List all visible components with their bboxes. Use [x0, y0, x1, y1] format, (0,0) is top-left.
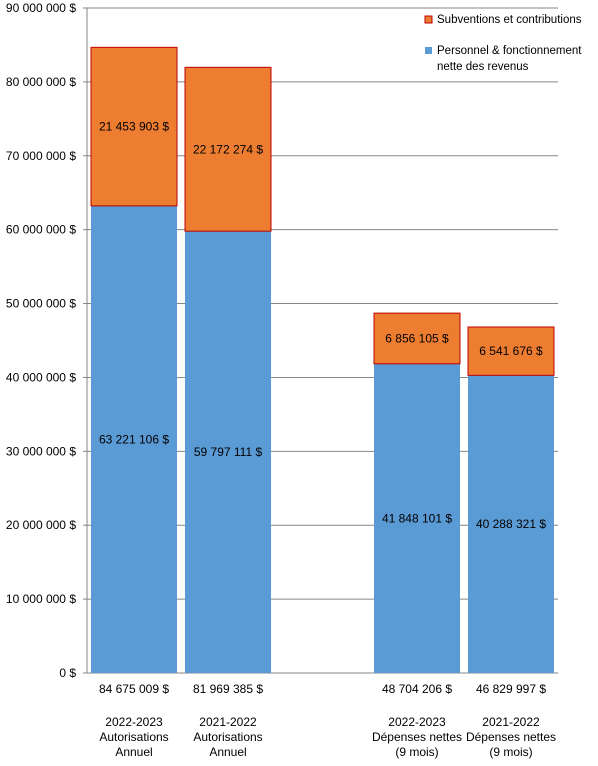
y-tick-label: 90 000 000 $ [6, 1, 76, 15]
legend-swatch [424, 15, 433, 24]
y-tick-label: 80 000 000 $ [6, 75, 76, 89]
category-label: (9 mois) [395, 745, 438, 759]
data-label-subventions: 22 172 274 $ [193, 142, 263, 156]
legend-label: Personnel & fonctionnement [437, 45, 582, 57]
category-label: Autorisations [99, 730, 168, 744]
category-label: Autorisations [193, 730, 262, 744]
y-tick-label: 60 000 000 $ [6, 223, 76, 237]
y-tick-label: 10 000 000 $ [6, 592, 76, 606]
total-label: 81 969 385 $ [193, 682, 263, 696]
bar-segment-personnel [91, 205, 177, 673]
total-label: 48 704 206 $ [382, 682, 452, 696]
category-label: 2022-2023 [388, 715, 446, 729]
category-label: Annuel [115, 745, 152, 759]
legend-swatch [425, 47, 432, 54]
bar-segment-subventions [467, 326, 555, 376]
bar-segment-personnel [374, 363, 460, 673]
category-label: 2022-2023 [105, 715, 163, 729]
bar-segment-subventions [90, 46, 178, 207]
y-tick-label: 70 000 000 $ [6, 149, 76, 163]
category-label: Annuel [209, 745, 246, 759]
data-label-subventions: 6 856 105 $ [385, 331, 449, 345]
category-label: 2021-2022 [199, 715, 257, 729]
y-tick-label: 20 000 000 $ [6, 518, 76, 532]
category-label: Dépenses nettes [372, 730, 462, 744]
data-label-personnel: 63 221 106 $ [99, 432, 169, 446]
category-label: 2021-2022 [482, 715, 540, 729]
bar-segment-personnel [185, 231, 271, 674]
total-label: 46 829 997 $ [476, 682, 546, 696]
y-tick-label: 0 $ [59, 666, 76, 680]
legend-label: nette des revenus [437, 61, 529, 73]
category-label: Dépenses nettes [466, 730, 556, 744]
data-label-subventions: 6 541 676 $ [479, 344, 543, 358]
data-label-personnel: 59 797 111 $ [194, 445, 263, 459]
data-label-personnel: 40 288 321 $ [476, 517, 546, 531]
bar-segment-subventions [373, 312, 461, 365]
category-label: (9 mois) [489, 745, 532, 759]
y-tick-label: 40 000 000 $ [6, 370, 76, 384]
data-label-subventions: 21 453 903 $ [99, 120, 169, 134]
total-label: 84 675 009 $ [99, 682, 169, 696]
bar-segment-personnel [468, 375, 554, 673]
y-tick-label: 30 000 000 $ [6, 444, 76, 458]
legend-label: Subventions et contributions [437, 14, 582, 26]
data-label-personnel: 41 848 101 $ [382, 511, 452, 525]
bar-segment-subventions [184, 66, 272, 232]
y-tick-label: 50 000 000 $ [6, 297, 76, 311]
